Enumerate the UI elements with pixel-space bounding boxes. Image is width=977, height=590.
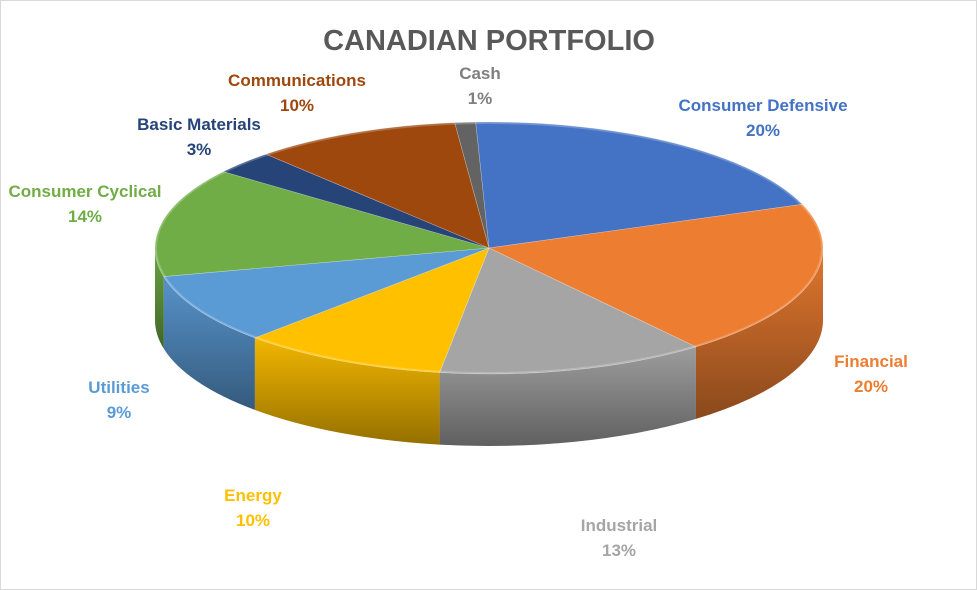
data-label-consumer-defensive-name: Consumer Defensive — [678, 96, 847, 115]
data-label-utilities-percent: 9% — [107, 403, 132, 422]
data-label-energy-percent: 10% — [236, 511, 270, 530]
slice-industrial — [439, 247, 697, 375]
chart-title: CANADIAN PORTFOLIO — [323, 25, 655, 57]
data-label-consumer-cyclical-name: Consumer Cyclical — [8, 182, 161, 201]
data-label-financial-name: Financial — [834, 352, 908, 371]
slice-cash — [454, 121, 490, 249]
data-label-energy-name: Energy — [224, 486, 282, 505]
data-label-consumer-cyclical-percent: 14% — [68, 207, 102, 226]
slice-consumer-defensive — [475, 121, 803, 249]
data-label-financial-percent: 20% — [854, 377, 888, 396]
slice-basic-materials — [222, 153, 490, 249]
pie-labels: Consumer Defensive 20% Financial 20% Industr… — [8, 64, 907, 560]
pie-sides — [155, 248, 823, 446]
data-label-basic-materials-name: Basic Materials — [137, 115, 261, 134]
slice-energy — [254, 247, 490, 373]
data-label-consumer-defensive-percent: 20% — [746, 121, 780, 140]
data-label-industrial-percent: 13% — [602, 541, 636, 560]
side-consumer-cyclical-shade — [155, 248, 164, 349]
data-label-industrial-name: Industrial — [581, 516, 658, 535]
data-label-basic-materials-percent: 3% — [187, 140, 212, 159]
side-energy-shade — [254, 337, 440, 445]
side-financial-shade — [695, 248, 823, 419]
data-label-utilities-name: Utilities — [88, 378, 149, 397]
pie-rim-highlight — [155, 122, 823, 374]
slice-utilities — [163, 247, 490, 339]
slice-consumer-cyclical — [154, 171, 490, 277]
slice-financial — [487, 203, 824, 348]
data-label-communications-percent: 10% — [280, 96, 314, 115]
side-industrial-shade — [439, 346, 696, 446]
data-label-communications-name: Communications — [228, 71, 366, 90]
pie-tops — [154, 121, 824, 375]
slice-communications — [265, 122, 490, 249]
data-label-cash-name: Cash — [459, 64, 501, 83]
side-utilities-shade — [163, 276, 255, 410]
data-label-cash-percent: 1% — [468, 89, 493, 108]
